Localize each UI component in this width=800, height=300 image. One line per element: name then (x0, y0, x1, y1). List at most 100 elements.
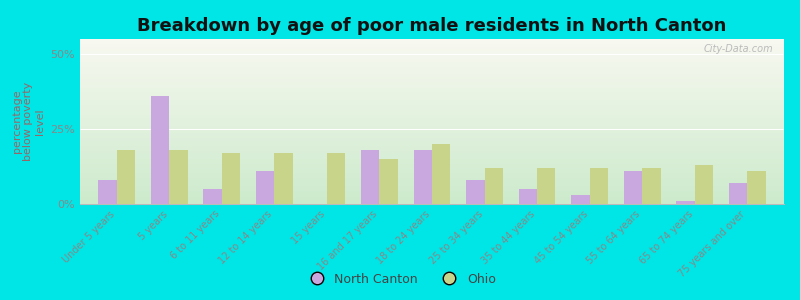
Bar (694, 165, 713, 204)
Bar (747, 171, 766, 204)
Bar (466, 180, 485, 204)
Bar (80, 57, 784, 59)
Bar (80, 151, 784, 153)
Bar (80, 67, 784, 69)
Bar (80, 168, 784, 169)
Bar (203, 189, 222, 204)
Bar (80, 202, 784, 204)
Bar (80, 178, 784, 179)
Bar (80, 196, 784, 197)
Bar (80, 74, 784, 75)
Bar (80, 146, 784, 148)
Bar (80, 148, 784, 149)
Bar (80, 136, 784, 138)
Bar (80, 93, 784, 95)
Bar (80, 197, 784, 199)
Bar (485, 168, 503, 204)
Bar (80, 153, 784, 154)
Bar (80, 46, 784, 47)
Bar (80, 158, 784, 159)
Bar (80, 56, 784, 57)
Bar (624, 171, 642, 204)
Bar (80, 44, 784, 46)
Bar (432, 144, 450, 204)
Title: Breakdown by age of poor male residents in North Canton: Breakdown by age of poor male residents … (138, 17, 726, 35)
Y-axis label: percentage
below poverty
level: percentage below poverty level (12, 82, 45, 161)
Bar (80, 52, 784, 54)
Bar (80, 130, 784, 131)
Bar (571, 195, 590, 204)
Bar (80, 159, 784, 161)
Bar (80, 145, 784, 146)
Bar (80, 70, 784, 72)
Bar (80, 87, 784, 88)
Bar (117, 150, 135, 204)
Bar (80, 189, 784, 191)
Bar (80, 75, 784, 77)
Bar (80, 90, 784, 92)
Bar (80, 72, 784, 74)
Bar (80, 166, 784, 168)
Bar (80, 47, 784, 49)
Bar (80, 126, 784, 128)
Bar (80, 83, 784, 85)
Bar (80, 161, 784, 163)
Bar (80, 186, 784, 188)
Bar (80, 172, 784, 174)
Bar (80, 171, 784, 172)
Bar (170, 150, 188, 204)
Bar (518, 189, 537, 204)
Bar (80, 59, 784, 60)
Bar (80, 141, 784, 143)
Bar (80, 179, 784, 181)
Bar (80, 64, 784, 65)
Bar (729, 183, 747, 204)
Bar (80, 193, 784, 194)
Bar (80, 125, 784, 126)
Bar (80, 49, 784, 50)
Bar (80, 181, 784, 182)
Bar (80, 140, 784, 141)
Bar (80, 110, 784, 112)
Bar (80, 128, 784, 130)
Bar (80, 156, 784, 158)
Bar (80, 191, 784, 193)
Bar (80, 116, 784, 118)
Bar (80, 108, 784, 110)
Bar (80, 65, 784, 67)
Bar (80, 77, 784, 79)
Bar (80, 102, 784, 103)
Bar (80, 95, 784, 97)
Bar (414, 150, 432, 204)
Bar (537, 168, 555, 204)
Bar (80, 112, 784, 113)
Bar (80, 164, 784, 166)
Bar (80, 79, 784, 80)
Bar (80, 85, 784, 87)
Bar (80, 182, 784, 184)
Bar (80, 88, 784, 90)
Bar (80, 39, 784, 40)
Bar (80, 133, 784, 135)
Bar (151, 96, 170, 204)
Bar (379, 159, 398, 204)
Bar (80, 42, 784, 44)
Bar (80, 113, 784, 115)
Bar (80, 100, 784, 102)
Bar (80, 50, 784, 52)
Bar (80, 60, 784, 62)
Bar (80, 131, 784, 133)
Bar (80, 169, 784, 171)
Bar (80, 118, 784, 120)
Bar (80, 188, 784, 189)
Bar (80, 163, 784, 164)
Bar (80, 184, 784, 186)
Bar (676, 201, 694, 204)
Bar (80, 138, 784, 140)
Bar (80, 115, 784, 116)
Bar (80, 97, 784, 98)
Bar (274, 153, 293, 204)
Bar (80, 92, 784, 93)
Bar (80, 98, 784, 100)
Bar (590, 168, 608, 204)
